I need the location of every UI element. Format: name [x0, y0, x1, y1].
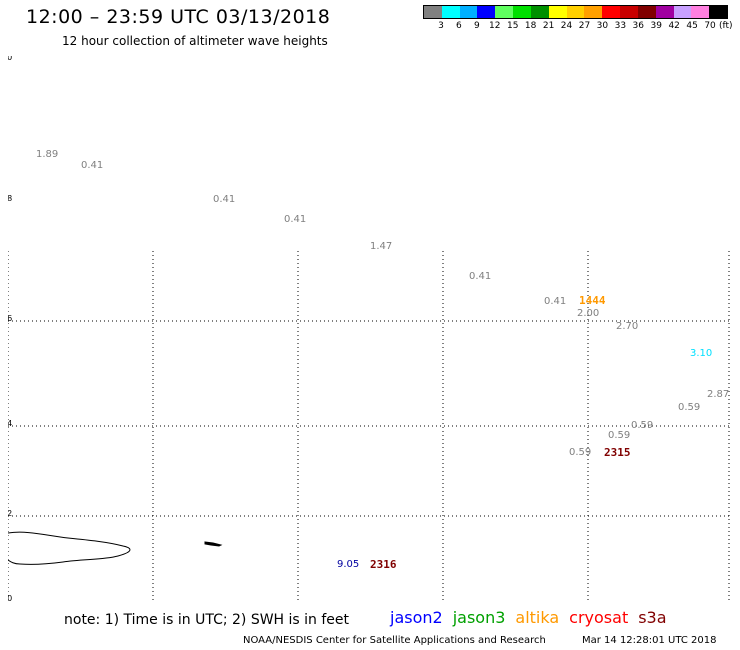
satellite-name: altika — [515, 608, 560, 627]
color-legend-tick: 42 — [668, 21, 680, 31]
satellite-name: jason3 — [452, 608, 506, 627]
color-legend-tick: 21 — [542, 21, 555, 31]
latitude-labels: 80 78 76 74 72 70 — [8, 56, 12, 601]
color-legend-tick: 33 — [614, 21, 627, 31]
color-legend-tick: 36 — [632, 21, 645, 31]
color-swatch — [602, 6, 621, 18]
color-swatch — [691, 6, 710, 18]
wave-height-value: 0.41 — [284, 214, 306, 225]
wave-height-value: 2.70 — [616, 321, 638, 332]
pass-time-label: 1444 — [579, 294, 606, 307]
color-swatch — [637, 6, 656, 18]
satellite-name: s3a — [638, 608, 667, 627]
color-swatch — [459, 6, 478, 18]
wave-height-value: 0.59 — [608, 430, 630, 441]
wave-height-value: 0.59 — [631, 420, 653, 431]
color-legend-tick: 70 — [704, 21, 716, 31]
color-legend-tick: 27 — [578, 21, 591, 31]
latitude-label: 74 — [8, 419, 12, 428]
wave-height-value: 0.41 — [213, 194, 235, 205]
wave-height-value: 3.10 — [690, 348, 712, 359]
map-panel: 807876747270 -180-177-174-171-168-16 1.8… — [8, 56, 730, 601]
color-legend-tick: 9 — [473, 21, 480, 31]
color-legend-tick: 6 — [456, 21, 462, 31]
latitude-label: 70 — [8, 594, 12, 601]
color-swatch — [477, 6, 496, 18]
map-title: 12:00 – 23:59 UTC 03/13/2018 — [26, 6, 331, 28]
color-legend-tick: 18 — [524, 21, 537, 31]
color-legend-unit: (ft) — [719, 21, 733, 31]
wave-height-value: 9.05 — [337, 559, 359, 570]
pass-time-labels: 1444 2315 2316 — [370, 294, 631, 571]
pass-time-label: 2315 — [604, 446, 631, 459]
latitude-label: 80 — [8, 56, 12, 62]
color-swatch — [495, 6, 514, 18]
wave-height-value: 2.87 — [707, 389, 729, 400]
color-legend-tick: 24 — [560, 21, 573, 31]
latitude-label: 76 — [8, 314, 12, 323]
pass-time-label: 2316 — [370, 558, 397, 571]
color-swatch — [441, 6, 460, 18]
color-legend-bar — [423, 5, 728, 19]
color-swatch — [513, 6, 531, 18]
wave-height-value: 0.41 — [81, 160, 103, 171]
color-legend-tick: 15 — [506, 21, 519, 31]
color-legend-tick: 12 — [489, 21, 501, 31]
color-swatch — [584, 6, 603, 18]
wave-height-value: 1.47 — [370, 241, 392, 252]
map-subtitle: 12 hour collection of altimeter wave hei… — [62, 34, 328, 48]
wrangel-island-coastline — [8, 531, 131, 565]
color-swatch — [655, 6, 674, 18]
latitude-label: 72 — [8, 509, 12, 518]
wave-height-value: 0.59 — [569, 447, 591, 458]
generation-timestamp: Mar 14 12:28:01 UTC 2018 — [582, 635, 717, 646]
satellite-legend: jason2 jason3 altika cryosat s3a — [390, 608, 677, 627]
color-swatch — [530, 6, 549, 18]
wave-height-value: 2.00 — [577, 308, 599, 319]
wave-height-value: 0.59 — [678, 402, 700, 413]
color-legend-tick: 30 — [596, 21, 609, 31]
wave-height-labels: 1.89 0.41 0.41 0.41 1.47 0.41 0.41 2.00 2.70 3.10… — [36, 149, 729, 570]
latitude-label: 78 — [8, 194, 12, 203]
color-swatch — [424, 6, 442, 18]
satellite-name: cryosat — [569, 608, 629, 627]
color-legend-labels: (ft) 3 6 9 12 15 18 21 24 27 30 33 36 39 42 45 70 — [423, 21, 732, 33]
wave-height-value: 1.89 — [36, 149, 58, 160]
credit-line: NOAA/NESDIS Center for Satellite Applica… — [243, 635, 546, 646]
satellite-name: jason2 — [390, 608, 443, 627]
color-swatch — [709, 6, 728, 18]
units-note: note: 1) Time is in UTC; 2) SWH is in fe… — [64, 612, 350, 628]
color-swatch — [673, 6, 692, 18]
color-swatch — [566, 6, 585, 18]
wave-height-value: 0.41 — [469, 271, 491, 282]
color-swatch — [548, 6, 567, 18]
graticule — [8, 251, 730, 601]
herald-island-coastline — [204, 541, 223, 547]
wave-height-value: 0.41 — [544, 296, 566, 307]
color-legend-tick: 45 — [686, 21, 698, 31]
color-legend-tick: 39 — [650, 21, 662, 31]
color-swatch — [620, 6, 638, 18]
color-legend-tick: 3 — [438, 21, 444, 31]
